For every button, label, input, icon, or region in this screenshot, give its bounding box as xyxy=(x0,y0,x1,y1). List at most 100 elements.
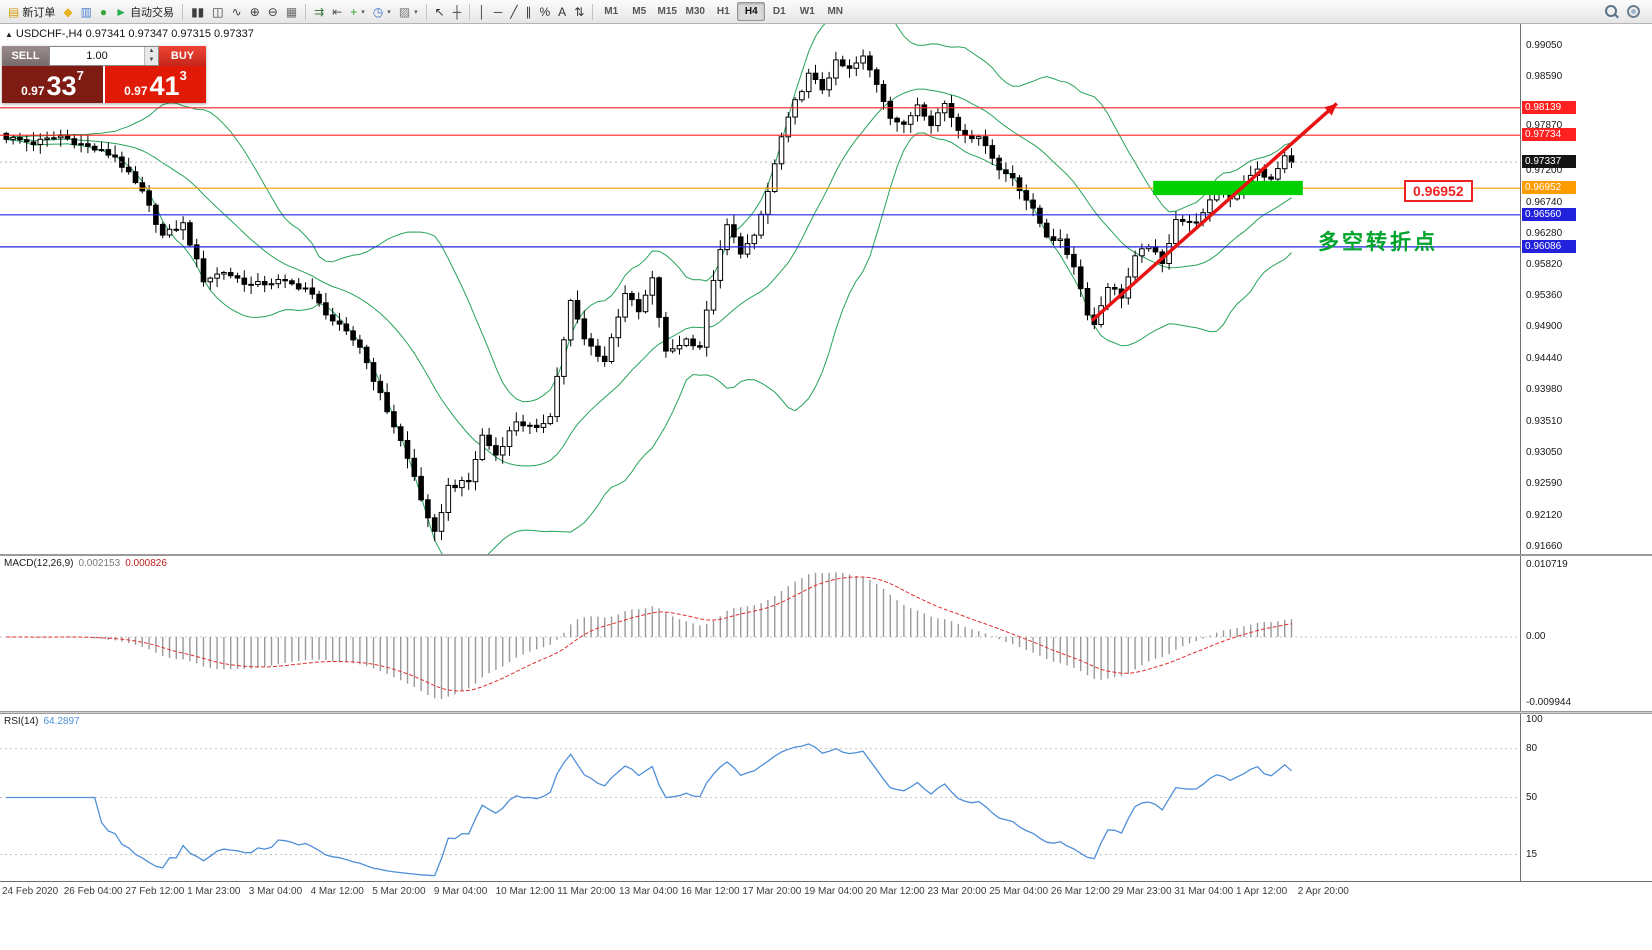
time-label: 23 Mar 20:00 xyxy=(927,886,987,897)
time-label: 19 Mar 04:00 xyxy=(804,886,864,897)
current-price-badge: 0.97337 xyxy=(1522,155,1576,169)
tile-windows-icon[interactable]: ▦ xyxy=(282,1,301,23)
timeframe-m15[interactable]: M15 xyxy=(657,6,677,17)
sell-button[interactable]: SELL xyxy=(2,46,49,66)
support-zone-rectangle[interactable] xyxy=(1153,180,1303,196)
new-order-button[interactable]: ▤ 新订单 xyxy=(4,1,59,23)
macd-axis-min: -0.009944 xyxy=(1526,697,1572,708)
price-line-badge: 0.96560 xyxy=(1522,207,1576,221)
toolbar-separator xyxy=(469,3,471,20)
price-tick: 0.98590 xyxy=(1526,71,1563,83)
panel-divider[interactable] xyxy=(0,554,1652,556)
timeframe-h1[interactable]: H1 xyxy=(716,6,730,17)
timeframe-w1[interactable]: W1 xyxy=(799,6,815,17)
timeframe-d1[interactable]: D1 xyxy=(772,6,786,17)
arrows-icon[interactable]: ⇅ xyxy=(570,1,588,23)
price-tick: 0.97870 xyxy=(1526,119,1563,131)
periods-icon[interactable]: ◷ ▾ xyxy=(369,1,395,23)
horizontal-line-icon: ─ xyxy=(493,4,503,19)
text-icon[interactable]: A xyxy=(554,1,570,23)
market-watch-icon[interactable]: ◆ xyxy=(59,1,76,23)
price-callout-label[interactable]: 0.96952 xyxy=(1404,180,1473,202)
vertical-line-icon[interactable]: │ xyxy=(474,1,490,23)
time-label: 1 Mar 23:00 xyxy=(187,886,241,897)
rsi-axis-label: 100 xyxy=(1526,714,1543,725)
main-chart[interactable] xyxy=(0,24,1520,554)
rsi-axis[interactable]: 100 80 50 15 xyxy=(1520,714,1652,881)
macd-axis[interactable]: 0.010719 0.00 -0.009944 xyxy=(1520,556,1652,711)
price-tick: 0.92590 xyxy=(1526,477,1563,489)
price-axis[interactable]: 0.99050 0.98590 0.97870 0.97200 0.96740 0.962… xyxy=(1520,24,1652,554)
fibonacci-icon[interactable]: % xyxy=(536,1,555,23)
price-tick: 0.95360 xyxy=(1526,290,1563,302)
rsi-line xyxy=(6,743,1292,877)
macd-histogram xyxy=(12,572,1293,699)
buy-price[interactable]: 0.97 41 3 xyxy=(105,66,206,103)
price-line-badge: 0.96952 xyxy=(1522,181,1576,195)
fibonacci-icon: % xyxy=(539,4,551,19)
toolbar: ▤ 新订单 ◆ ▥ ● ► 自动交易 ▮▮ ◫ ∿ ⊕ ⊖ ▦ ⇉ ⇤ + ▾ ◷ ▾ ▨ ▾ ↖ ┼ │ ─ ╱ ∥% A ⇅ M1 M5… xyxy=(0,0,1652,24)
line-chart-icon[interactable]: ∿ xyxy=(228,1,246,23)
horizontal-line-icon[interactable]: ─ xyxy=(490,1,507,23)
macd-axis-zero: 0.00 xyxy=(1526,631,1546,642)
toolbar-separator xyxy=(592,3,594,20)
volume-down-button[interactable]: ▼ xyxy=(145,56,158,65)
price-tick: 0.93510 xyxy=(1526,415,1563,427)
timeframe-h4[interactable]: H4 xyxy=(737,2,766,21)
panel-divider[interactable] xyxy=(0,711,1652,714)
line-chart-icon: ∿ xyxy=(231,4,242,19)
price-tick: 0.93980 xyxy=(1526,383,1563,395)
zoom-in-icon[interactable]: ⊕ xyxy=(246,1,264,23)
candlestick-chart-icon[interactable]: ◫ xyxy=(208,1,227,23)
timeframe-m1[interactable]: M1 xyxy=(604,6,619,17)
auto-scroll-icon[interactable]: ⇉ xyxy=(310,1,328,23)
zoom-in-icon: ⊕ xyxy=(249,4,260,19)
time-label: 4 Mar 12:00 xyxy=(310,886,364,897)
timeframe-m30[interactable]: M30 xyxy=(685,6,705,17)
timeframe-mn[interactable]: MN xyxy=(827,6,844,17)
price-line-badge: 0.96086 xyxy=(1522,239,1576,253)
search-icon[interactable] xyxy=(1604,4,1619,19)
time-label: 20 Mar 12:00 xyxy=(865,886,925,897)
time-axis[interactable]: 24 Feb 2020 26 Feb 04:00 27 Feb 12:00 1 Mar… xyxy=(0,881,1652,900)
trendline-icon[interactable]: ╱ xyxy=(506,1,521,23)
volume-value[interactable]: 1.00 xyxy=(86,50,108,62)
symbol-ohlc-info[interactable]: ▲ USDCHF-,H4 0.97341 0.97347 0.97315 0.97… xyxy=(5,28,254,40)
timeframe-m5[interactable]: M5 xyxy=(632,6,647,17)
price-line-badge: 0.98139 xyxy=(1522,100,1576,114)
buy-button[interactable]: BUY xyxy=(159,46,206,66)
navigator-icon[interactable]: ▥ xyxy=(77,1,96,23)
rsi-panel[interactable] xyxy=(0,714,1520,881)
templates-icon: ▨ xyxy=(398,4,411,19)
zoom-out-icon[interactable]: ⊖ xyxy=(264,1,282,23)
volume-up-button[interactable]: ▲ xyxy=(145,47,158,56)
time-label: 16 Mar 12:00 xyxy=(680,886,740,897)
templates-icon[interactable]: ▨ ▾ xyxy=(395,1,422,23)
bollinger-upper-band xyxy=(6,24,1292,403)
bar-chart-icon[interactable]: ▮▮ xyxy=(187,1,208,23)
turning-point-annotation[interactable]: 多空转折点 xyxy=(1318,231,1438,254)
autotrade-button[interactable]: ► 自动交易 xyxy=(111,1,178,23)
toolbar-separator xyxy=(182,3,184,20)
terminal-icon[interactable]: ● xyxy=(96,1,111,23)
crosshair-icon[interactable]: ┼ xyxy=(449,1,466,23)
price-tick: 0.94440 xyxy=(1526,352,1563,364)
chart-shift-icon[interactable]: ⇤ xyxy=(328,1,346,23)
collapse-quote-icon[interactable]: ▲ xyxy=(5,30,13,39)
time-label: 25 Mar 04:00 xyxy=(989,886,1049,897)
periods-icon: ◷ xyxy=(372,4,384,19)
volume-input[interactable]: 1.00 ▲ ▼ xyxy=(49,46,159,66)
macd-axis-max: 0.010719 xyxy=(1526,559,1568,570)
price-tick: 0.91660 xyxy=(1526,540,1563,552)
whats-new-icon[interactable] xyxy=(1627,5,1640,18)
cursor-icon[interactable]: ↖ xyxy=(431,1,449,23)
indicators-icon[interactable]: + ▾ xyxy=(346,1,369,23)
sell-price[interactable]: 0.97 33 7 xyxy=(2,66,103,103)
equidistant-channel-icon[interactable]: ∥ xyxy=(522,1,536,23)
time-label: 1 Apr 12:00 xyxy=(1236,886,1288,897)
macd-panel[interactable] xyxy=(0,556,1520,711)
trend-arrow-line[interactable] xyxy=(1090,102,1338,322)
macd-signal-line xyxy=(6,576,1292,692)
time-label: 11 Mar 20:00 xyxy=(557,886,616,897)
market-watch-icon: ◆ xyxy=(63,4,73,19)
